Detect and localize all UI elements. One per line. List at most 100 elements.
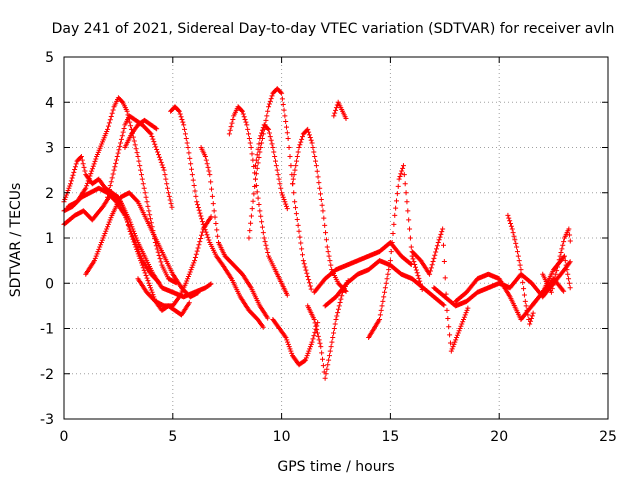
- data-point: [105, 194, 111, 200]
- data-point: [63, 192, 69, 198]
- data-point: [136, 249, 142, 255]
- data-point: [337, 299, 343, 305]
- data-point: [265, 108, 271, 114]
- data-point: [146, 208, 152, 214]
- data-point: [320, 208, 326, 214]
- data-point: [328, 344, 334, 350]
- data-point: [190, 177, 196, 183]
- data-point: [299, 246, 305, 252]
- data-point: [405, 208, 411, 214]
- data-point: [445, 316, 451, 322]
- series-arc-7: [83, 190, 201, 300]
- data-point: [297, 234, 303, 240]
- data-point: [522, 298, 528, 304]
- data-point: [333, 105, 339, 111]
- data-point: [382, 285, 388, 291]
- data-point: [256, 141, 262, 147]
- data-point: [321, 215, 327, 221]
- data-point: [509, 226, 515, 232]
- data-point: [124, 217, 130, 223]
- data-point: [134, 150, 140, 156]
- data-point: [85, 178, 91, 184]
- data-point: [156, 252, 162, 258]
- data-point: [209, 186, 215, 192]
- data-point: [395, 183, 401, 189]
- data-point: [315, 330, 321, 336]
- data-point: [228, 124, 234, 130]
- data-point: [291, 190, 297, 196]
- data-point: [282, 113, 288, 119]
- data-point: [142, 190, 148, 196]
- data-point: [82, 168, 88, 174]
- data-point: [311, 333, 317, 339]
- data-point: [317, 185, 323, 191]
- data-point: [86, 175, 92, 181]
- data-point: [266, 130, 272, 136]
- data-point: [389, 240, 395, 246]
- data-point: [567, 232, 573, 238]
- series-arc-17: [331, 99, 349, 122]
- data-point: [434, 243, 440, 249]
- data-point: [313, 163, 319, 169]
- data-point: [184, 278, 190, 284]
- data-point: [418, 284, 424, 290]
- data-point: [152, 141, 158, 147]
- data-point: [295, 222, 301, 228]
- data-point: [132, 237, 138, 243]
- data-point: [215, 233, 221, 239]
- data-point: [119, 98, 125, 104]
- data-point: [302, 358, 308, 364]
- data-point: [379, 303, 385, 309]
- data-point: [258, 133, 264, 139]
- data-point: [563, 262, 569, 268]
- data-point: [298, 240, 304, 246]
- data-point: [138, 253, 144, 259]
- data-point: [175, 107, 181, 113]
- data-point: [512, 237, 518, 243]
- data-point: [157, 256, 163, 262]
- data-point: [438, 231, 444, 237]
- data-point: [440, 242, 446, 248]
- data-point: [517, 262, 523, 268]
- data-point: [105, 123, 111, 129]
- data-point: [151, 139, 157, 145]
- data-point: [308, 341, 314, 347]
- data-point: [525, 312, 531, 318]
- data-point: [382, 289, 388, 295]
- data-point: [464, 307, 470, 313]
- data-point: [459, 321, 465, 327]
- data-point: [205, 234, 211, 240]
- data-point: [131, 138, 137, 144]
- data-point: [431, 255, 437, 261]
- data-point: [312, 320, 318, 326]
- data-point: [266, 126, 272, 132]
- y-tick-label: 1: [45, 231, 54, 247]
- data-point: [447, 340, 453, 346]
- data-point: [266, 104, 272, 110]
- data-point: [286, 344, 292, 350]
- data-point: [394, 191, 400, 197]
- data-point: [283, 335, 289, 341]
- data-point: [195, 202, 201, 208]
- data-point: [254, 165, 260, 171]
- data-point: [565, 271, 571, 277]
- data-point: [73, 161, 79, 167]
- data-point: [279, 192, 285, 198]
- data-point: [264, 246, 270, 252]
- y-tick-label: -2: [40, 367, 54, 383]
- data-point: [279, 190, 285, 196]
- data-point: [427, 271, 433, 277]
- data-point: [558, 249, 564, 255]
- data-point: [108, 113, 114, 119]
- data-point: [296, 145, 302, 150]
- data-point: [407, 226, 413, 232]
- data-point: [331, 330, 337, 336]
- data-point: [287, 346, 293, 352]
- data-point: [141, 267, 147, 273]
- data-point: [290, 176, 296, 182]
- data-point: [105, 224, 111, 230]
- data-point: [158, 159, 164, 165]
- data-point: [306, 280, 312, 286]
- data-point: [88, 171, 94, 177]
- data-point: [93, 156, 99, 162]
